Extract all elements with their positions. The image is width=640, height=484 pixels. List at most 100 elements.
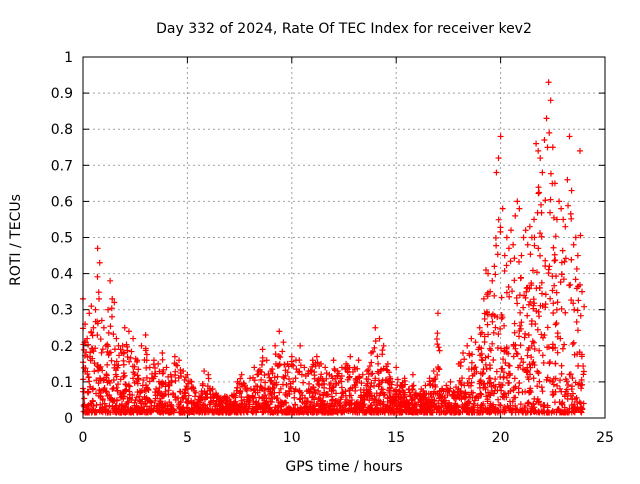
data-point-peak (86, 310, 93, 317)
data-point-peak (84, 335, 91, 342)
data-point (542, 291, 549, 298)
data-point (300, 379, 307, 386)
data-point (531, 346, 538, 353)
data-point (134, 372, 141, 379)
data-point-peak (368, 350, 375, 357)
data-point (554, 333, 561, 340)
data-point (505, 350, 512, 357)
data-point (456, 377, 463, 384)
data-point-peak (372, 324, 379, 331)
data-point-peak (125, 328, 132, 335)
data-point (339, 389, 346, 396)
data-point (152, 389, 159, 396)
data-point (375, 360, 382, 367)
data-point (229, 403, 236, 410)
data-point (406, 389, 413, 396)
data-point (534, 383, 541, 390)
data-point (430, 377, 437, 384)
data-point (202, 390, 209, 397)
data-point-peak (255, 368, 262, 375)
data-point-peak (487, 288, 494, 295)
data-point-peak (566, 133, 573, 140)
data-point (518, 319, 525, 326)
data-point (159, 356, 166, 363)
data-point (146, 408, 153, 415)
data-point (268, 377, 275, 384)
data-point-peak (318, 360, 325, 367)
data-point (223, 408, 230, 415)
data-point (246, 403, 253, 410)
data-point (354, 365, 361, 372)
data-point (93, 408, 100, 415)
data-point (461, 356, 468, 363)
data-point (516, 292, 523, 299)
data-point (452, 396, 459, 403)
data-point-peak (90, 324, 97, 331)
data-point-peak (482, 266, 489, 273)
data-point (486, 345, 493, 352)
data-point-peak (516, 205, 523, 212)
data-point (409, 409, 416, 416)
data-point (385, 409, 392, 416)
data-point (99, 367, 106, 374)
data-point (575, 407, 582, 414)
data-point (114, 387, 121, 394)
data-point (80, 364, 87, 371)
data-point (518, 355, 525, 362)
data-point (83, 349, 90, 356)
data-point (265, 385, 272, 392)
data-point (550, 391, 557, 398)
data-point-peak (138, 342, 145, 349)
x-axis-label: GPS time / hours (285, 459, 402, 475)
data-point (482, 405, 489, 412)
data-point-peak (309, 357, 316, 364)
data-point (417, 408, 424, 415)
data-point (580, 363, 587, 370)
data-point (513, 294, 520, 301)
y-tick-label: 0.6 (51, 194, 73, 210)
data-point (482, 361, 489, 368)
data-point (580, 368, 587, 375)
data-point (341, 409, 348, 416)
data-point (561, 258, 568, 265)
data-point (517, 401, 524, 408)
data-point-peak (107, 277, 114, 284)
data-point-peak (297, 342, 304, 349)
data-point (575, 362, 582, 369)
data-point (151, 370, 158, 377)
data-point-peak (455, 360, 462, 367)
data-point (178, 373, 185, 380)
data-point (398, 394, 405, 401)
data-point (315, 387, 322, 394)
data-point (382, 377, 389, 384)
data-point (131, 363, 138, 370)
data-point (576, 281, 583, 288)
data-point (212, 401, 219, 408)
data-point-peak (146, 364, 153, 371)
data-point (435, 344, 442, 351)
data-point (319, 398, 326, 405)
data-point (528, 282, 535, 289)
data-point (509, 288, 516, 295)
data-point-peak (560, 216, 567, 223)
data-point (280, 373, 287, 380)
data-point-peak (562, 223, 569, 230)
data-point (470, 408, 477, 415)
data-point (96, 387, 103, 394)
grid-lines (83, 57, 605, 418)
data-point-peak (288, 353, 295, 360)
x-tick-label: 10 (283, 430, 301, 446)
data-point (581, 303, 588, 310)
data-point (424, 404, 431, 411)
data-point (498, 294, 505, 301)
data-point (551, 257, 558, 264)
data-point (360, 403, 367, 410)
data-point (544, 324, 551, 331)
data-point (484, 321, 491, 328)
data-point (315, 378, 322, 385)
data-point (524, 352, 531, 359)
data-point (225, 402, 232, 409)
data-point (551, 282, 558, 289)
data-point (375, 397, 382, 404)
data-point (542, 304, 549, 311)
